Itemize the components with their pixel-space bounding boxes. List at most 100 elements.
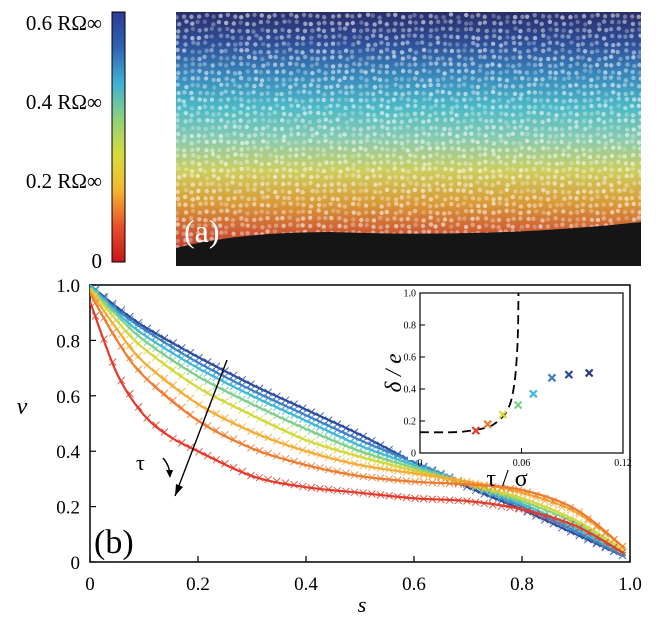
photo-grain	[294, 41, 300, 47]
photo-grain	[408, 14, 413, 19]
photo-grain	[307, 90, 312, 95]
photo-grain	[630, 118, 636, 124]
photo-grain	[251, 22, 257, 27]
photo-grain	[442, 217, 448, 222]
photo-grain	[196, 133, 201, 138]
photo-grain	[219, 230, 224, 235]
photo-grain	[204, 209, 209, 214]
inset-y-tick-label: 0.8	[404, 321, 417, 332]
photo-grain	[470, 14, 475, 19]
photo-grain	[506, 99, 511, 104]
photo-grain	[384, 70, 389, 75]
photo-grain	[322, 20, 327, 25]
photo-grain	[560, 34, 565, 39]
photo-grain	[393, 42, 398, 47]
photo-grain	[233, 42, 238, 47]
photo-grain	[385, 180, 390, 185]
photo-grain	[455, 133, 460, 139]
photo-grain	[560, 47, 565, 53]
photo-grain	[638, 146, 641, 151]
photo-grain	[595, 110, 600, 116]
photo-grain	[239, 231, 245, 236]
photo-grain	[266, 43, 271, 48]
photo-grain	[336, 41, 341, 46]
photo-grain	[246, 54, 252, 60]
photo-grain	[238, 75, 244, 81]
photo-grain	[546, 139, 551, 145]
photo-grain	[434, 48, 439, 54]
photo-grain	[370, 68, 375, 73]
photo-grain	[623, 105, 628, 111]
photo-grain	[531, 216, 536, 221]
photo-grain	[308, 204, 314, 209]
photo-panel: (a)	[176, 12, 641, 266]
photo-grain	[518, 173, 523, 179]
photo-grain	[590, 13, 595, 19]
colorbar-label-top: 0.6 RΩ∞	[26, 11, 102, 35]
photo-grain	[324, 210, 329, 215]
photo-grain	[223, 124, 228, 129]
photo-grain	[587, 28, 592, 34]
photo-grain	[524, 167, 529, 172]
photo-grain	[190, 56, 195, 62]
photo-grain	[503, 41, 508, 46]
photo-grain	[519, 161, 524, 166]
photo-grain	[183, 42, 188, 47]
photo-grain	[336, 125, 341, 131]
photo-grain	[309, 48, 314, 54]
photo-grain	[463, 195, 468, 200]
photo-grain	[624, 48, 629, 53]
photo-grain	[393, 182, 398, 187]
photo-grain	[604, 28, 609, 33]
photo-grain	[245, 106, 251, 111]
photo-grain	[574, 148, 579, 153]
photo-grain	[539, 138, 544, 144]
photo-grain	[587, 182, 593, 187]
photo-grain	[288, 71, 294, 76]
photo-grain	[197, 49, 202, 55]
photo-grain	[364, 61, 369, 66]
photo-grain	[504, 69, 509, 74]
photo-grain	[574, 124, 579, 129]
photo-grain	[337, 26, 343, 31]
photo-grain	[280, 105, 286, 111]
photo-grain	[191, 40, 196, 45]
photo-grain	[561, 28, 566, 33]
photo-grain	[245, 29, 250, 34]
photo-grain	[553, 90, 558, 96]
photo-grain	[274, 103, 279, 108]
photo-grain	[302, 28, 308, 34]
photo-grain	[183, 210, 189, 215]
photo-grain	[210, 148, 215, 153]
photo-grain	[413, 166, 419, 171]
photo-grain	[272, 62, 278, 67]
photo-grain	[428, 28, 434, 33]
photo-grain	[582, 91, 587, 97]
photo-grain	[435, 146, 440, 151]
photo-grain	[456, 62, 462, 67]
photo-grain	[405, 201, 411, 206]
photo-grain	[533, 77, 539, 82]
inset-data-point	[547, 373, 557, 383]
photo-grain	[497, 196, 502, 201]
photo-grain	[258, 19, 264, 25]
photo-grain	[204, 13, 210, 18]
photo-grain	[195, 196, 201, 201]
photo-grain	[218, 55, 224, 61]
photo-grain	[307, 209, 313, 215]
photo-grain	[575, 190, 581, 195]
photo-grain	[324, 63, 329, 68]
photo-grain	[631, 145, 637, 151]
inset-y-tick-label: 1.0	[404, 289, 417, 300]
photo-grain	[532, 203, 537, 208]
photo-grain	[209, 236, 214, 242]
photo-grain	[559, 161, 565, 166]
photo-grain	[499, 111, 504, 116]
photo-grain	[490, 89, 496, 95]
photo-grain	[218, 105, 223, 111]
photo-grain	[342, 35, 348, 41]
photo-grain	[203, 201, 209, 206]
photo-grain	[245, 211, 250, 216]
photo-grain	[561, 84, 566, 90]
